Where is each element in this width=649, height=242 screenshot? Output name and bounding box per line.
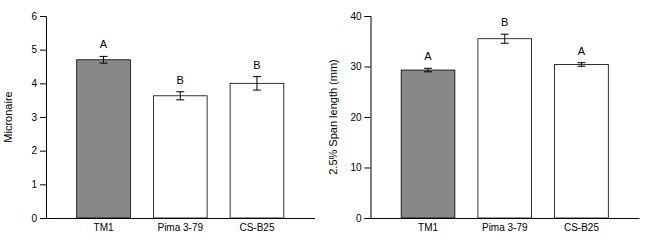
error-bar bbox=[501, 34, 509, 43]
tick-mark bbox=[40, 83, 46, 84]
tick: 2 bbox=[31, 145, 46, 156]
tick: 20 bbox=[350, 112, 370, 123]
y-axis-title: 2.5% Span length (mm) bbox=[327, 59, 339, 175]
tick-mark bbox=[365, 117, 371, 118]
tick: Pima 3-79 bbox=[482, 222, 528, 233]
x-axis: TM1 Pima 3-79 CS-B25 bbox=[371, 219, 640, 234]
error-bar bbox=[577, 63, 585, 67]
tick-label: Pima 3-79 bbox=[157, 222, 203, 233]
bar bbox=[153, 96, 207, 218]
tick-label: 1 bbox=[31, 179, 37, 190]
annotation: A bbox=[100, 38, 108, 50]
tick: 1 bbox=[31, 179, 46, 190]
plot-area bbox=[401, 34, 608, 218]
axis-line bbox=[365, 17, 372, 219]
tick-label: 40 bbox=[350, 11, 362, 22]
chart-root: A B B 0 1 2 3 4 5 6 TM1 Pima 3-79 CS-B25 Micronaire A B… bbox=[0, 0, 649, 242]
error-bar bbox=[176, 92, 184, 100]
tick: 40 bbox=[350, 11, 370, 22]
tick-label: CS-B25 bbox=[239, 222, 274, 233]
tick-label: 2 bbox=[31, 145, 37, 156]
error-bar bbox=[253, 77, 261, 90]
tick-label: 10 bbox=[350, 162, 362, 173]
tick-label: 4 bbox=[31, 78, 37, 89]
annotation: B bbox=[177, 74, 184, 86]
tick-mark bbox=[40, 184, 46, 185]
tick-mark bbox=[40, 218, 46, 219]
tick-label: 5 bbox=[31, 44, 37, 55]
tick-label: TM1 bbox=[418, 222, 438, 233]
tick-label: CS-B25 bbox=[564, 222, 599, 233]
error-bar bbox=[100, 56, 108, 63]
tick: CS-B25 bbox=[239, 222, 274, 233]
axis-line bbox=[47, 218, 316, 219]
tick-mark bbox=[365, 168, 371, 169]
tick: CS-B25 bbox=[564, 222, 599, 233]
tick-label: 20 bbox=[350, 112, 362, 123]
error-bar bbox=[424, 68, 432, 72]
panel: A B A 0 10 20 30 40 TM1 Pima 3-79 CS-B25 2.5% Span … bbox=[327, 11, 640, 233]
bar bbox=[478, 39, 532, 218]
tick-label: 6 bbox=[31, 11, 37, 22]
tick-mark bbox=[40, 151, 46, 152]
annotation: A bbox=[424, 50, 432, 62]
x-axis: TM1 Pima 3-79 CS-B25 bbox=[47, 219, 316, 234]
plot-area bbox=[77, 56, 284, 218]
axis-line bbox=[40, 17, 47, 219]
bar bbox=[230, 83, 284, 218]
tick: TM1 bbox=[418, 222, 438, 233]
tick-label: TM1 bbox=[94, 222, 114, 233]
tick: 0 bbox=[356, 213, 371, 224]
tick-mark bbox=[365, 67, 371, 68]
tick-mark bbox=[40, 50, 46, 51]
tick-label: 30 bbox=[350, 61, 362, 72]
annotation: B bbox=[253, 59, 260, 71]
tick: 30 bbox=[350, 61, 370, 72]
tick-label: 3 bbox=[31, 112, 37, 123]
tick-label: 0 bbox=[31, 213, 37, 224]
axis-line bbox=[371, 218, 640, 219]
y-axis: 0 1 2 3 4 5 6 bbox=[31, 11, 46, 224]
tick-label: 0 bbox=[356, 213, 362, 224]
y-axis-title: Micronaire bbox=[2, 91, 14, 142]
tick: 4 bbox=[31, 78, 46, 89]
tick: 5 bbox=[31, 44, 46, 55]
tick-mark bbox=[365, 218, 371, 219]
tick: 3 bbox=[31, 112, 46, 123]
bar bbox=[555, 64, 609, 218]
panel: A B B 0 1 2 3 4 5 6 TM1 Pima 3-79 CS-B25 Micronaire bbox=[2, 11, 315, 233]
bar bbox=[77, 60, 131, 218]
bar bbox=[401, 70, 455, 218]
tick: TM1 bbox=[94, 222, 114, 233]
tick: 0 bbox=[31, 213, 46, 224]
tick-mark bbox=[365, 16, 371, 17]
annotation: B bbox=[501, 16, 508, 28]
y-axis: 0 10 20 30 40 bbox=[350, 11, 371, 224]
tick: Pima 3-79 bbox=[157, 222, 203, 233]
annotation: A bbox=[578, 45, 586, 57]
annotations: A B A bbox=[424, 16, 585, 62]
tick: 6 bbox=[31, 11, 46, 22]
tick-label: Pima 3-79 bbox=[482, 222, 528, 233]
tick-mark bbox=[40, 16, 46, 17]
tick: 10 bbox=[350, 162, 370, 173]
annotations: A B B bbox=[100, 38, 261, 85]
tick-mark bbox=[40, 117, 46, 118]
